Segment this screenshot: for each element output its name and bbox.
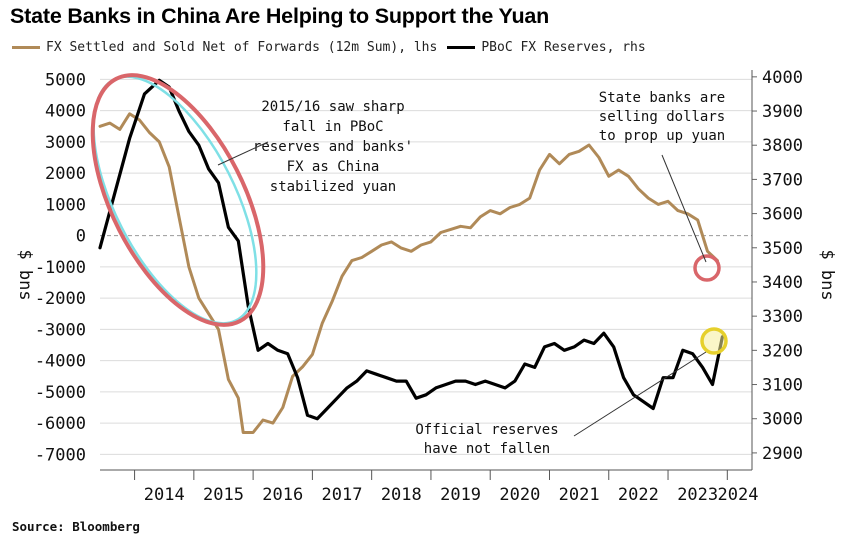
y-right-tick-label: 3000 bbox=[762, 410, 803, 430]
legend-item-fx: FX Settled and Sold Net of Forwards (12m… bbox=[12, 40, 437, 55]
annotation-state-banks: to prop up yuan bbox=[599, 128, 725, 144]
y-left-tick-label: 5000 bbox=[45, 70, 86, 90]
x-tick-label: 2016 bbox=[262, 485, 303, 505]
annotation-official-reserves: Official reserves bbox=[415, 422, 558, 438]
annotation-2015-16: fall in PBoC bbox=[282, 119, 383, 135]
x-tick-label: 2020 bbox=[499, 485, 540, 505]
annotation-official-reserves: have not fallen bbox=[424, 441, 550, 457]
y-right-tick-label: 3600 bbox=[762, 205, 803, 225]
x-tick-label: 2023 bbox=[677, 485, 718, 505]
source-note: Source: Bloomberg bbox=[12, 519, 140, 534]
x-tick-label: 2018 bbox=[381, 485, 422, 505]
highlight-circle-fx-end bbox=[693, 254, 721, 282]
chart-legend: FX Settled and Sold Net of Forwards (12m… bbox=[12, 36, 656, 58]
y-right-tick-label: 3500 bbox=[762, 239, 803, 259]
y-right-tick-label: 3900 bbox=[762, 102, 803, 122]
x-tick-label: 2022 bbox=[618, 485, 659, 505]
y-left-tick-label: -2000 bbox=[35, 289, 86, 309]
legend-swatch-fx bbox=[12, 45, 40, 49]
annotation-state-banks: selling dollars bbox=[599, 109, 725, 125]
y-left-tick-label: 3000 bbox=[45, 133, 86, 153]
legend-label-fx: FX Settled and Sold Net of Forwards (12m… bbox=[46, 39, 438, 55]
x-tick-label: 2017 bbox=[322, 485, 363, 505]
y-left-tick-label: 2000 bbox=[45, 164, 86, 184]
y-right-tick-label: 3700 bbox=[762, 170, 803, 190]
x-tick-label: 2024 bbox=[718, 485, 759, 505]
annotation-2015-16: FX as China bbox=[287, 159, 380, 175]
chart-title: State Banks in China Are Helping to Supp… bbox=[10, 4, 550, 28]
annotation-2015-16: 2015/16 saw sharp bbox=[261, 99, 404, 115]
x-tick-label: 2015 bbox=[203, 485, 244, 505]
annotation-layer: 2015/16 saw sharp fall in PBoC reserves an… bbox=[217, 90, 725, 457]
series-line-fx-settled bbox=[98, 112, 719, 434]
y-left-tick-label: -4000 bbox=[35, 352, 86, 372]
x-tick-label: 2014 bbox=[144, 485, 185, 505]
axis-layer: 5000 4000 3000 2000 1000 0 -1000 -2000 -3000 -400… bbox=[15, 68, 837, 505]
y-right-axis-title: $ bns bbox=[817, 249, 837, 300]
y-left-axis-title: $ bns bbox=[15, 249, 35, 300]
y-right-tick-label: 3100 bbox=[762, 376, 803, 396]
x-tick-label: 2019 bbox=[440, 485, 481, 505]
y-left-tick-label: -5000 bbox=[35, 383, 86, 403]
y-left-tick-label: -6000 bbox=[35, 414, 86, 434]
annotation-2015-16: reserves and banks' bbox=[253, 139, 413, 155]
legend-item-reserves: PBoC FX Reserves, rhs bbox=[447, 39, 646, 55]
annotation-state-banks: State banks are bbox=[599, 90, 725, 106]
series-line-pboc-reserves bbox=[98, 78, 724, 421]
highlight-layer bbox=[90, 73, 728, 355]
y-right-tick-label: 3300 bbox=[762, 307, 803, 327]
y-right-tick-label: 4000 bbox=[762, 68, 803, 88]
x-tick-label: 2021 bbox=[559, 485, 600, 505]
y-right-tick-label: 3800 bbox=[762, 136, 803, 156]
y-left-tick-label: 0 bbox=[76, 227, 86, 247]
leader-line-official-reserves bbox=[573, 351, 707, 437]
leader-line-state-banks bbox=[661, 154, 707, 263]
y-right-tick-label: 2900 bbox=[762, 444, 803, 464]
highlight-ellipse-2015 bbox=[90, 73, 266, 327]
y-left-tick-label: -1000 bbox=[35, 258, 86, 278]
highlight-circle-reserves-end bbox=[700, 327, 728, 355]
y-left-tick-label: -7000 bbox=[35, 445, 86, 465]
legend-swatch-reserves bbox=[447, 45, 476, 49]
leader-line-2015-16 bbox=[217, 141, 269, 166]
legend-label-reserves: PBoC FX Reserves, rhs bbox=[481, 39, 646, 55]
y-left-tick-label: 1000 bbox=[45, 195, 86, 215]
y-right-tick-label: 3400 bbox=[762, 273, 803, 293]
annotation-2015-16: stabilized yuan bbox=[270, 179, 396, 195]
y-right-tick-label: 3200 bbox=[762, 341, 803, 361]
y-left-tick-label: 4000 bbox=[45, 102, 86, 122]
series-layer bbox=[98, 78, 724, 434]
y-left-tick-label: -3000 bbox=[35, 320, 86, 340]
